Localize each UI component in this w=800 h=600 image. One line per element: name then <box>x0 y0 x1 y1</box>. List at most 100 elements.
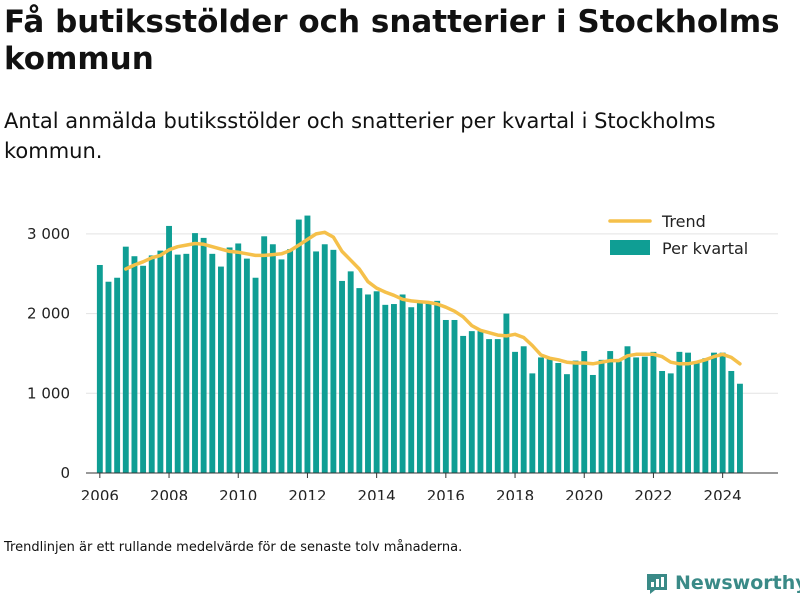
legend-bar-swatch <box>610 240 650 255</box>
bar <box>460 335 467 473</box>
chart-subtitle: Antal anmälda butiksstölder och snatteri… <box>4 109 716 163</box>
x-tick-label: 2010 <box>219 487 257 500</box>
x-tick-label: 2018 <box>496 487 534 500</box>
bar <box>667 373 674 473</box>
bar <box>390 304 397 473</box>
y-tick-label: 2 000 <box>27 305 70 323</box>
bar <box>702 358 709 473</box>
bar <box>598 359 605 473</box>
x-tick-label: 2016 <box>427 487 465 500</box>
bar <box>538 357 544 473</box>
brand-name: Newsworthy <box>675 572 800 594</box>
bar <box>140 265 147 473</box>
y-tick-label: 0 <box>60 464 70 482</box>
bar <box>166 225 172 473</box>
bar <box>304 215 311 473</box>
bar <box>555 363 562 473</box>
bar <box>183 253 190 473</box>
legend: Trend Per kvartal <box>608 212 748 258</box>
bar <box>650 351 657 473</box>
bar <box>148 255 155 473</box>
bar <box>321 244 328 473</box>
bar <box>122 246 129 473</box>
bar <box>365 294 371 473</box>
bar <box>512 351 518 473</box>
bar <box>399 294 406 473</box>
bar <box>226 247 233 473</box>
bar <box>477 331 484 473</box>
bar <box>615 361 622 473</box>
bar <box>503 313 510 473</box>
x-tick-label: 2022 <box>634 487 672 500</box>
bar <box>546 357 553 473</box>
legend-bar-label: Per kvartal <box>662 239 748 258</box>
bar <box>382 304 389 473</box>
bar <box>728 370 735 473</box>
bar <box>243 258 250 473</box>
bar <box>676 351 683 473</box>
x-tick-label: 2014 <box>358 487 396 500</box>
x-tick-label: 2024 <box>704 487 742 500</box>
brand-logo: Newsworthy <box>645 568 800 598</box>
bar <box>356 288 363 473</box>
bars-per-kvartal <box>96 215 743 473</box>
bar <box>442 319 449 473</box>
bar <box>486 339 493 473</box>
bar <box>581 351 588 473</box>
bar <box>114 277 121 473</box>
bar <box>434 300 441 473</box>
bar <box>252 277 259 473</box>
bar <box>563 374 570 473</box>
bar <box>217 266 224 473</box>
bar <box>287 249 294 473</box>
bar <box>520 346 527 473</box>
bar <box>313 251 320 473</box>
bar <box>373 291 380 473</box>
bar <box>157 250 164 473</box>
bar <box>408 307 415 473</box>
bar <box>192 233 198 473</box>
bar <box>425 302 432 473</box>
bar <box>339 280 345 473</box>
chart-title: Få butiksstölder och snatterier i Stockh… <box>4 4 780 77</box>
bar <box>641 356 648 473</box>
bar <box>685 352 691 473</box>
bar <box>451 319 458 473</box>
x-axis-ticks: 2006 2008 2010 2012 2014 2016 2018 2020 2022 2024 <box>81 473 742 500</box>
bar <box>96 264 103 473</box>
bar <box>347 271 354 473</box>
bar <box>624 346 631 473</box>
bar <box>235 243 242 473</box>
footnote: Trendlinjen är ett rullande medelvärde f… <box>4 540 463 555</box>
bar <box>468 331 475 473</box>
bar <box>278 259 285 473</box>
bar <box>607 351 614 473</box>
bar <box>131 256 138 473</box>
bar <box>416 302 423 473</box>
x-tick-label: 2008 <box>150 487 188 500</box>
bar <box>633 357 640 473</box>
bar <box>589 374 596 473</box>
x-tick-label: 2006 <box>81 487 119 500</box>
bar <box>209 253 216 473</box>
bar <box>330 249 337 473</box>
bar <box>659 370 666 473</box>
y-axis-ticks: 0 1 000 2 000 3 000 <box>27 225 70 482</box>
x-tick-label: 2012 <box>288 487 326 500</box>
bar <box>711 352 717 473</box>
newsworthy-icon <box>647 574 667 594</box>
bar <box>719 352 726 473</box>
bar <box>529 373 536 473</box>
bar <box>105 281 112 473</box>
chart: 2006 2008 2010 2012 2014 2016 2018 2020 2022 2024… <box>27 212 778 500</box>
x-tick-label: 2020 <box>565 487 603 500</box>
bar <box>174 254 181 473</box>
bar <box>261 236 268 473</box>
y-tick-label: 3 000 <box>27 225 70 243</box>
bar <box>693 361 700 473</box>
legend-trend-label: Trend <box>661 212 706 231</box>
bar <box>572 360 579 473</box>
bar <box>494 339 501 473</box>
y-tick-label: 1 000 <box>27 384 70 402</box>
bar <box>295 219 302 473</box>
